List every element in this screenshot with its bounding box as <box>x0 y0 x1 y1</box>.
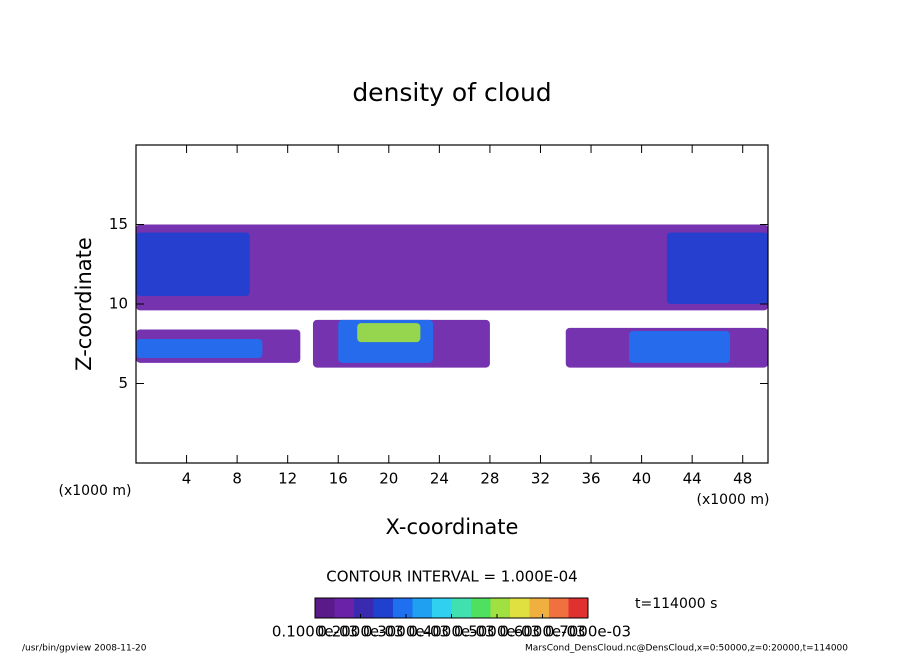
colorbar-swatch <box>334 598 355 618</box>
x-tick-label: 28 <box>480 470 499 488</box>
y-tick-label: 10 <box>109 295 128 313</box>
colorbar-tick-label: 0.3000e-03 <box>363 623 449 641</box>
y-tick-label: 15 <box>109 215 128 233</box>
cloud-region <box>666 232 768 304</box>
colorbar-swatch <box>568 598 589 618</box>
y-axis-label: Z-coordinate <box>72 237 96 371</box>
x-tick-label: 48 <box>733 470 752 488</box>
x-unit-left: (x1000 m) <box>59 483 132 499</box>
colorbar-swatch <box>451 598 472 618</box>
cloud-region <box>136 338 263 359</box>
y-tick-label: 5 <box>118 374 128 392</box>
footer-right: MarsCond_DensCloud.nc@DensCloud,x=0:5000… <box>525 644 848 654</box>
colorbar-tick-label: 0.2000e-03 <box>317 623 403 641</box>
cloud-region <box>136 224 768 311</box>
colorbar-swatch <box>393 598 413 618</box>
x-tick-label: 8 <box>232 470 242 488</box>
x-tick-label: 12 <box>278 470 297 488</box>
x-axis-label: X-coordinate <box>386 515 519 539</box>
x-tick-label: 4 <box>182 470 192 488</box>
footer-left: /usr/bin/gpview 2008-11-20 <box>22 644 147 654</box>
colorbar-swatch <box>432 598 452 618</box>
x-tick-label: 40 <box>632 470 651 488</box>
x-tick-label: 36 <box>581 470 600 488</box>
colorbar-tick-label: 0.7000e-03 <box>545 623 631 641</box>
x-tick-label: 32 <box>531 470 550 488</box>
chart-title: density of cloud <box>352 78 551 107</box>
cloud-region <box>357 323 421 343</box>
cloud-region <box>136 232 250 297</box>
colorbar-tick-label: 0.5000e-03 <box>454 623 540 641</box>
colorbar-tick-label: 0.6000e-03 <box>499 623 585 641</box>
colorbar-swatch <box>471 598 491 618</box>
colorbar-swatch <box>529 598 550 618</box>
x-unit-right: (x1000 m) <box>697 492 770 508</box>
colorbar-swatch <box>412 598 433 618</box>
colorbar-swatch <box>510 598 530 618</box>
colorbar-swatch <box>315 598 335 618</box>
x-tick-label: 20 <box>379 470 398 488</box>
colorbar-swatch <box>354 598 374 618</box>
time-label: t=114000 s <box>635 596 717 612</box>
x-tick-label: 44 <box>683 470 702 488</box>
colorbar-tick-label: 0.4000e-03 <box>408 623 494 641</box>
x-tick-label: 24 <box>430 470 449 488</box>
x-tick-label: 16 <box>329 470 348 488</box>
colorbar-swatch <box>373 598 394 618</box>
contour-interval: CONTOUR INTERVAL = 1.000E-04 <box>326 568 577 586</box>
colorbar-swatch <box>490 598 511 618</box>
colorbar-tick-label: 0.1000e-03 <box>272 623 358 641</box>
colorbar-swatch <box>549 598 569 618</box>
cloud-region <box>628 331 731 363</box>
